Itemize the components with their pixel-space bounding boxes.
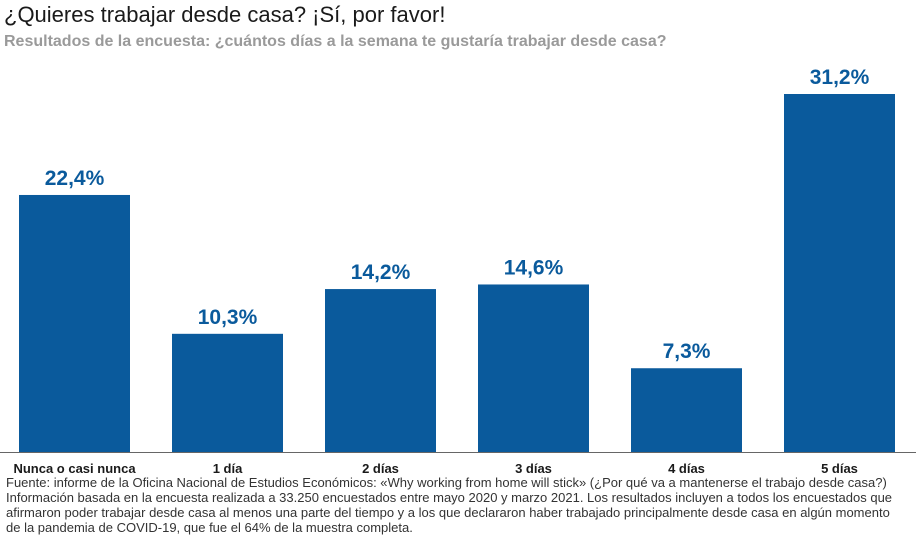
bar (325, 289, 436, 452)
data-label: 31,2% (810, 66, 870, 89)
data-label: 14,6% (504, 256, 564, 279)
x-tick-label: 2 días (362, 461, 399, 476)
data-label: 22,4% (45, 167, 105, 190)
data-label: 14,2% (351, 261, 411, 284)
x-tick-label: Nunca o casi nunca (13, 461, 136, 476)
x-tick-label: 1 día (213, 461, 243, 476)
bar (19, 194, 130, 452)
bar (784, 94, 895, 452)
source-note: Fuente: informe de la Oficina Nacional d… (6, 475, 893, 535)
data-label: 10,3% (198, 306, 258, 329)
bar (631, 368, 742, 452)
bar (172, 333, 283, 452)
x-tick-label: 3 días (515, 461, 552, 476)
chart-subtitle: Resultados de la encuesta: ¿cuántos días… (4, 33, 667, 50)
x-tick-label: 4 días (668, 461, 705, 476)
chart-title: ¿Quieres trabajar desde casa? ¡Sí, por f… (4, 2, 446, 27)
data-label: 7,3% (663, 340, 711, 363)
bar (478, 284, 589, 452)
x-tick-label: 5 días (821, 461, 858, 476)
